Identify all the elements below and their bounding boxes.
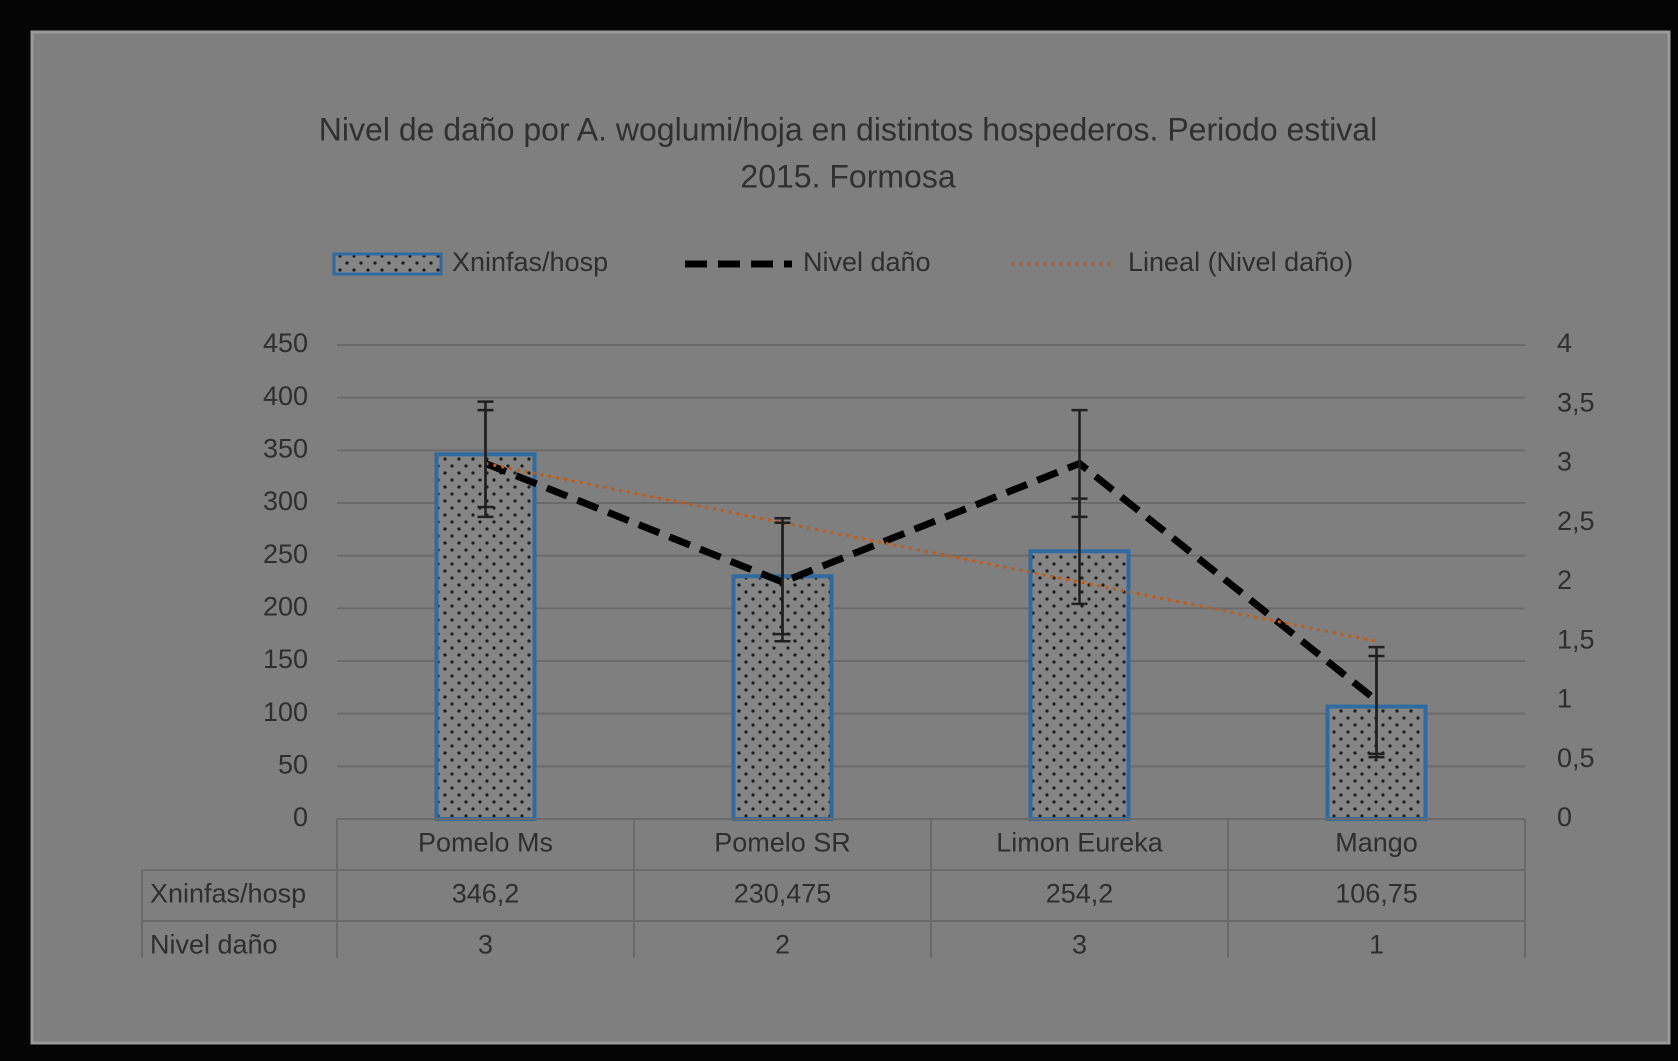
y-tick-label: 50	[278, 749, 308, 779]
x-tick-label: Pomelo Ms	[418, 828, 553, 858]
error-bar	[1368, 645, 1385, 756]
y2-tick-label: 3	[1557, 447, 1572, 477]
legend-label: Nivel daño	[803, 247, 931, 277]
x-tick-label: Pomelo SR	[714, 828, 851, 858]
y2-tick-label: 4	[1557, 328, 1572, 358]
table-cell: 254,2	[1046, 879, 1114, 909]
y2-tick-label: 1	[1557, 684, 1572, 714]
x-tick-label: Mango	[1335, 828, 1418, 858]
y2-tick-label: 0	[1557, 802, 1572, 832]
table-row-label: Xninfas/hosp	[150, 879, 306, 909]
x-tick-label: Limon Eureka	[996, 828, 1164, 858]
table-cell: 346,2	[452, 879, 520, 909]
y2-tick-label: 0,5	[1557, 743, 1595, 773]
table-cell: 1	[1369, 930, 1384, 960]
y-tick-label: 300	[263, 486, 308, 516]
chart-title: Nivel de daño por A. woglumi/hoja en dis…	[319, 111, 1377, 147]
y2-tick-label: 2,5	[1557, 506, 1595, 536]
y-tick-label: 400	[263, 381, 308, 411]
error-bar	[477, 408, 494, 519]
legend-label: Xninfas/hosp	[452, 247, 608, 277]
y-tick-label: 0	[293, 802, 308, 832]
y-tick-label: 250	[263, 539, 308, 569]
table-cell: 2	[775, 930, 790, 960]
table-cell: 3	[1072, 930, 1087, 960]
panel-mask	[34, 958, 1667, 1041]
legend-swatch	[332, 252, 443, 276]
chart-title: 2015. Formosa	[740, 158, 955, 194]
y-tick-label: 450	[263, 328, 308, 358]
y2-tick-label: 3,5	[1557, 387, 1595, 417]
legend-label: Lineal (Nivel daño)	[1128, 247, 1353, 277]
table-row-label: Nivel daño	[150, 930, 278, 960]
chart-panel	[30, 30, 1671, 1045]
line	[484, 459, 1379, 704]
y-tick-label: 100	[263, 697, 308, 727]
y-tick-label: 200	[263, 591, 308, 621]
y2-tick-label: 1,5	[1557, 624, 1595, 654]
y2-tick-label: 2	[1557, 565, 1572, 595]
table-cell: 230,475	[734, 879, 832, 909]
error-bar	[774, 521, 791, 643]
table-cell: 3	[478, 930, 493, 960]
y-tick-label: 350	[263, 433, 308, 463]
table-cell: 106,75	[1335, 879, 1418, 909]
error-bar	[1071, 408, 1088, 519]
y-tick-label: 150	[263, 644, 308, 674]
